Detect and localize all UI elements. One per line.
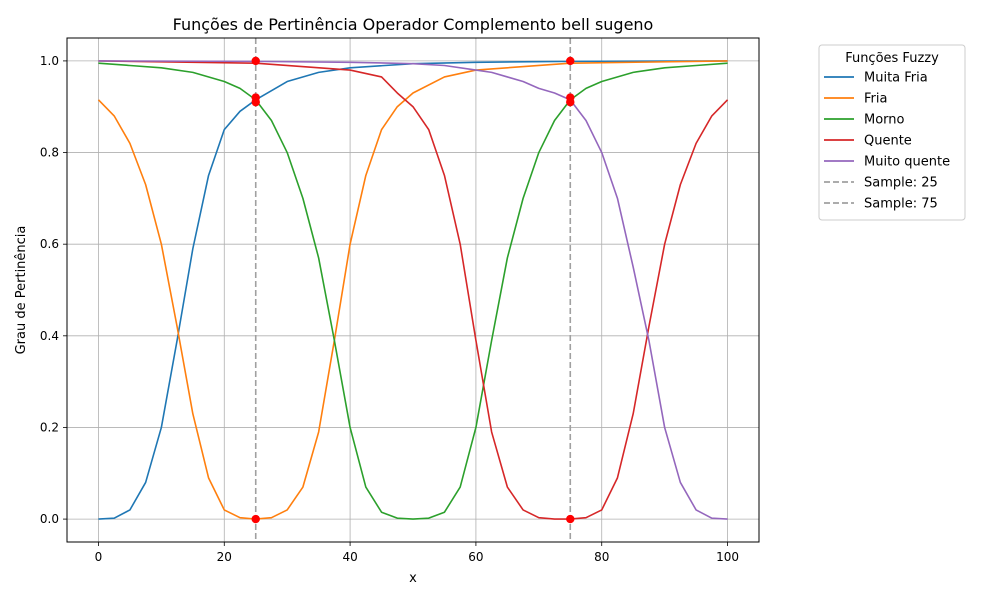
series-line-muita-fria xyxy=(98,60,728,520)
legend-items: Muita Fria Fria Morno Quente Muito quente Sam… xyxy=(824,71,950,212)
y-tick-label: 0.0 xyxy=(40,512,59,526)
x-tick-label: 80 xyxy=(594,550,609,564)
sample-marker xyxy=(251,97,260,107)
y-axis-label: Grau de Pertinência xyxy=(14,226,29,355)
sample-marker xyxy=(251,56,260,66)
legend-label: Morno xyxy=(864,113,905,128)
y-tick-label: 0.8 xyxy=(40,146,59,160)
legend-label: Fria xyxy=(864,92,887,107)
sample-marker xyxy=(566,56,575,66)
sample-markers xyxy=(251,56,575,524)
sample-lines xyxy=(254,38,572,542)
legend-label: Muito quente xyxy=(864,155,950,170)
x-tick-label: 40 xyxy=(342,550,357,564)
series-lines xyxy=(97,60,729,520)
x-axis-label: x xyxy=(409,571,417,586)
y-tick-label: 0.2 xyxy=(40,420,59,434)
plot-frame xyxy=(66,37,760,543)
x-tick-label: 20 xyxy=(217,550,232,564)
x-tick-label: 100 xyxy=(716,550,739,564)
axis-ticks: 0 20 40 60 80 100 0.0 0.2 0.4 0.6 0.8 1.0 xyxy=(40,54,739,564)
sample-marker xyxy=(566,97,575,107)
y-tick-label: 0.6 xyxy=(40,237,59,251)
series-line-morno xyxy=(98,62,728,520)
legend-box xyxy=(818,44,966,221)
x-tick-label: 0 xyxy=(95,550,103,564)
series-line-quente xyxy=(98,60,729,520)
x-tick-label: 60 xyxy=(468,550,483,564)
sample-marker xyxy=(566,514,575,524)
legend-label: Quente xyxy=(864,134,912,149)
series-line-muito-quente xyxy=(98,60,728,520)
legend-title: Funções Fuzzy xyxy=(845,51,939,66)
y-tick-label: 0.4 xyxy=(40,329,59,343)
y-tick-label: 1.0 xyxy=(40,54,59,68)
legend-label: Muita Fria xyxy=(864,71,928,86)
legend: Funções Fuzzy Muita FriaFriaMornoQuenteM… xyxy=(818,44,966,221)
legend-label: Sample: 25 xyxy=(864,176,938,191)
legend-label: Sample: 75 xyxy=(864,197,938,212)
series-line-fria xyxy=(97,60,728,520)
sample-marker xyxy=(251,514,260,524)
chart-title: Funções de Pertinência Operador Compleme… xyxy=(173,15,654,34)
